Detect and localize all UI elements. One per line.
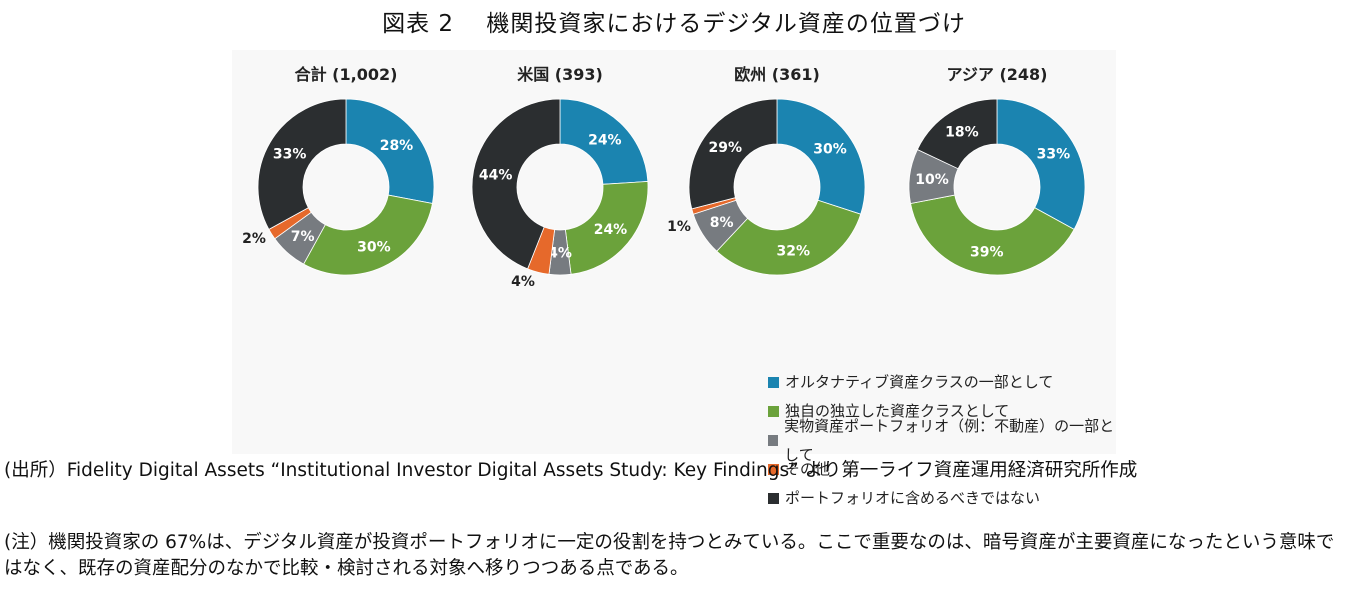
data-label-independent-0: 30% <box>357 239 391 255</box>
legend-swatch-alternative <box>768 377 779 388</box>
donut-slice-independent-3 <box>910 194 1075 276</box>
note-text: (注）機関投資家の 67%は、デジタル資産が投資ポートフォリオに一定の役割を持つ… <box>4 532 1335 579</box>
legend-item-independent: 独自の独立した資産クラスとして <box>768 397 1116 426</box>
donut-charts: 合計 (1,002) 28% 30% 7% 2% 33% 米国 (393) 24% 24% 4% 4… <box>242 65 1086 290</box>
donut-slice-not-included-3 <box>916 98 998 170</box>
data-label-alternative-0: 28% <box>380 138 414 154</box>
data-label-other-1: 4% <box>511 274 535 290</box>
data-label-not-included-2: 29% <box>708 140 742 156</box>
data-label-independent-3: 39% <box>970 245 1004 261</box>
data-label-real-asset-3: 10% <box>915 172 949 188</box>
legend-label-other: その他 <box>785 460 831 478</box>
data-label-real-asset-0: 7% <box>291 229 315 245</box>
data-label-alternative-1: 24% <box>588 132 622 148</box>
legend-item-other: その他 <box>768 455 1116 484</box>
legend-label-independent: 独自の独立した資産クラスとして <box>785 402 1010 420</box>
legend-item-not-included: ポートフォリオに含めるべきではない <box>768 484 1116 513</box>
data-label-real-asset-1: 4% <box>548 246 572 262</box>
donut-slice-independent-1 <box>564 181 649 275</box>
data-label-not-included-0: 33% <box>273 147 307 163</box>
chart-title-3: アジア (248) <box>947 65 1048 84</box>
data-label-other-0: 2% <box>242 231 266 247</box>
legend-label-alternative: オルタナティブ資産クラスの一部として <box>785 373 1054 391</box>
chart-title-1: 米国 (393) <box>517 65 603 84</box>
data-label-not-included-1: 44% <box>479 168 513 184</box>
donut-slice-alternative-1 <box>559 98 649 185</box>
legend-swatch-not-included <box>768 493 779 504</box>
data-label-other-2: 1% <box>667 219 691 235</box>
data-label-real-asset-2: 8% <box>710 215 734 231</box>
donut-slice-not-included-0 <box>257 98 347 230</box>
data-label-alternative-2: 30% <box>813 142 847 158</box>
legend-label-not-included: ポートフォリオに含めるべきではない <box>785 489 1041 507</box>
source-note: (出所）Fidelity Digital Assets “Institution… <box>4 460 1138 481</box>
chart-title-2: 欧州 (361) <box>734 65 820 84</box>
donut-slice-independent-2 <box>716 199 862 276</box>
data-label-independent-2: 32% <box>777 243 811 259</box>
chart-title-0: 合計 (1,002) <box>295 65 398 84</box>
donut-slice-independent-0 <box>303 194 433 276</box>
figure-title: 図表 2 機関投資家におけるデジタル資産の位置づけ <box>382 11 966 37</box>
data-label-independent-1: 24% <box>594 222 628 238</box>
legend-item-real-asset: 実物資産ポートフォリオ（例：不動産）の一部として <box>768 417 1116 464</box>
donut-slice-alternative-0 <box>345 98 435 204</box>
donut-slice-not-included-1 <box>471 98 561 270</box>
donut-slice-alternative-3 <box>996 98 1086 230</box>
legend-swatch-real-asset <box>768 435 779 446</box>
legend: オルタナティブ資産クラスの一部として 独自の独立した資産クラスとして 実物資産ポート… <box>768 368 1116 513</box>
legend-item-alternative: オルタナティブ資産クラスの一部として <box>768 368 1116 397</box>
donut-slice-alternative-2 <box>776 98 866 215</box>
chart-panel: 合計 (1,002) 28% 30% 7% 2% 33% 米国 (393) 24% 24% 4% 4… <box>232 50 1116 507</box>
data-label-not-included-3: 18% <box>945 125 979 141</box>
donut-slice-not-included-2 <box>688 98 778 210</box>
legend-swatch-independent <box>768 406 779 417</box>
legend-swatch-other <box>768 464 779 475</box>
legend-label-real-asset: 実物資産ポートフォリオ（例：不動産）の一部として <box>784 416 1115 464</box>
data-label-alternative-3: 33% <box>1037 147 1071 163</box>
